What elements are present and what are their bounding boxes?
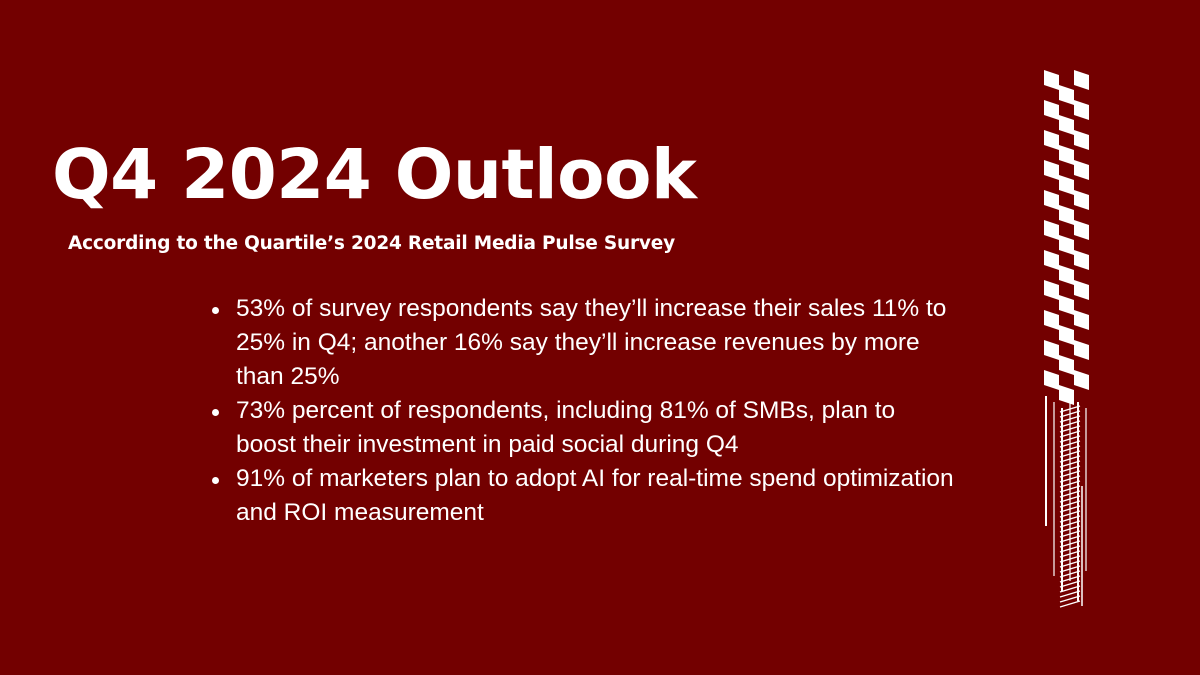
checkered-flag-strip-icon xyxy=(1044,70,1089,608)
strip-dash xyxy=(1059,600,1081,608)
checker-square xyxy=(1074,250,1089,270)
strip-dash xyxy=(1059,430,1081,438)
bullet-text: 73% percent of respondents, including 81… xyxy=(236,397,896,458)
checker-square xyxy=(1044,100,1059,120)
strip-dash xyxy=(1059,495,1081,503)
slide-subtitle: According to the Quartile’s 2024 Retail … xyxy=(68,233,675,254)
bullet-item: 73% percent of respondents, including 81… xyxy=(206,394,966,462)
strip-dash xyxy=(1059,475,1081,483)
strip-dash xyxy=(1059,520,1081,528)
checker-square xyxy=(1059,385,1074,405)
strip-dash xyxy=(1059,470,1081,478)
strip-dash xyxy=(1059,585,1081,593)
checker-square xyxy=(1074,370,1089,390)
strip-dash xyxy=(1059,515,1081,523)
checker-square xyxy=(1059,175,1074,195)
checker-square xyxy=(1074,130,1089,150)
checker-square xyxy=(1059,355,1074,375)
checker-square xyxy=(1059,235,1074,255)
strip-dash xyxy=(1059,545,1081,553)
strip-dash xyxy=(1059,485,1081,493)
strip-dash xyxy=(1059,440,1081,448)
checker-square xyxy=(1074,280,1089,300)
strip-dash xyxy=(1059,565,1081,573)
checker-square xyxy=(1074,160,1089,180)
checker-square xyxy=(1044,370,1059,390)
strip-dash xyxy=(1059,455,1081,463)
bullet-dot-icon xyxy=(212,477,219,484)
strip-dash xyxy=(1059,550,1081,558)
bullet-text: 91% of marketers plan to adopt AI for re… xyxy=(236,465,954,526)
strip-dash xyxy=(1059,575,1081,583)
strip-dash xyxy=(1059,405,1081,413)
strip-dash xyxy=(1059,525,1081,533)
strip-dash xyxy=(1059,425,1081,433)
strip-dash xyxy=(1059,500,1081,508)
slanted-dashes xyxy=(1059,405,1081,608)
checker-square xyxy=(1044,70,1059,90)
checker-square xyxy=(1074,310,1089,330)
checker-square xyxy=(1059,145,1074,165)
strip-dash xyxy=(1059,530,1081,538)
checker-square xyxy=(1074,70,1089,90)
checker-square xyxy=(1074,190,1089,210)
bullet-dot-icon xyxy=(212,409,219,416)
checker-square xyxy=(1044,220,1059,240)
strip-dash xyxy=(1059,415,1081,423)
strip-dash xyxy=(1059,420,1081,428)
checkered-squares xyxy=(1044,70,1089,405)
strip-dash xyxy=(1059,490,1081,498)
strip-dash xyxy=(1059,480,1081,488)
checker-square xyxy=(1059,115,1074,135)
bullet-item: 53% of survey respondents say they’ll in… xyxy=(206,292,966,394)
strip-dash xyxy=(1059,590,1081,598)
strip-dash xyxy=(1059,460,1081,468)
checker-square xyxy=(1044,190,1059,210)
checker-square xyxy=(1059,205,1074,225)
checker-square xyxy=(1044,340,1059,360)
bullet-text: 53% of survey respondents say they’ll in… xyxy=(236,295,947,390)
strip-dash xyxy=(1059,445,1081,453)
strip-dash xyxy=(1059,595,1081,603)
strip-dash xyxy=(1059,535,1081,543)
checker-square xyxy=(1044,160,1059,180)
checker-square xyxy=(1044,310,1059,330)
checker-square xyxy=(1044,250,1059,270)
checker-square xyxy=(1044,130,1059,150)
bullet-item: 91% of marketers plan to adopt AI for re… xyxy=(206,462,966,530)
checker-square xyxy=(1044,280,1059,300)
strip-dash xyxy=(1059,510,1081,518)
checker-square xyxy=(1059,325,1074,345)
bullet-list: 53% of survey respondents say they’ll in… xyxy=(206,292,966,530)
checker-square xyxy=(1074,100,1089,120)
strip-dash xyxy=(1059,410,1081,418)
strip-dash xyxy=(1059,465,1081,473)
checker-square xyxy=(1059,295,1074,315)
checker-square xyxy=(1074,340,1089,360)
checker-square xyxy=(1059,265,1074,285)
checker-square xyxy=(1059,85,1074,105)
slide-title: Q4 2024 Outlook xyxy=(52,135,697,215)
strip-dash xyxy=(1059,435,1081,443)
bullet-dot-icon xyxy=(212,307,219,314)
strip-dash xyxy=(1059,560,1081,568)
strip-dash xyxy=(1059,580,1081,588)
strip-dash xyxy=(1059,540,1081,548)
strip-dash xyxy=(1059,450,1081,458)
checker-square xyxy=(1074,220,1089,240)
strip-dash xyxy=(1059,555,1081,563)
strip-dash xyxy=(1059,505,1081,513)
strip-dash xyxy=(1059,570,1081,578)
